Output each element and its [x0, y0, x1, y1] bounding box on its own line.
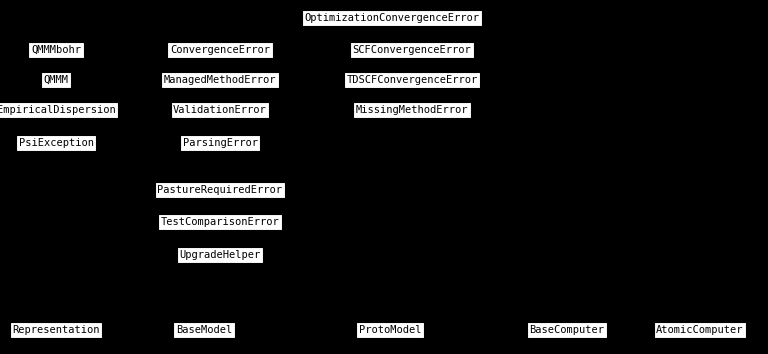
- Text: QMMM: QMMM: [44, 75, 68, 85]
- Text: Representation: Representation: [12, 325, 100, 335]
- Text: SCFConvergenceError: SCFConvergenceError: [353, 45, 472, 55]
- Text: PsiException: PsiException: [18, 138, 94, 148]
- Text: ProtoModel: ProtoModel: [359, 325, 422, 335]
- Text: MissingMethodError: MissingMethodError: [356, 105, 468, 115]
- Text: OptimizationConvergenceError: OptimizationConvergenceError: [304, 13, 479, 23]
- Text: TestComparisonError: TestComparisonError: [161, 217, 280, 227]
- Text: ManagedMethodError: ManagedMethodError: [164, 75, 276, 85]
- Text: EmpiricalDispersion: EmpiricalDispersion: [0, 105, 115, 115]
- Text: ValidationError: ValidationError: [173, 105, 266, 115]
- Text: UpgradeHelper: UpgradeHelper: [180, 250, 260, 260]
- Text: ParsingError: ParsingError: [183, 138, 257, 148]
- Text: TDSCFConvergenceError: TDSCFConvergenceError: [346, 75, 478, 85]
- Text: PastureRequiredError: PastureRequiredError: [157, 185, 283, 195]
- Text: ConvergenceError: ConvergenceError: [170, 45, 270, 55]
- Text: BaseModel: BaseModel: [176, 325, 232, 335]
- Text: AtomicComputer: AtomicComputer: [656, 325, 743, 335]
- Text: QMMMbohr: QMMMbohr: [31, 45, 81, 55]
- Text: BaseComputer: BaseComputer: [529, 325, 604, 335]
